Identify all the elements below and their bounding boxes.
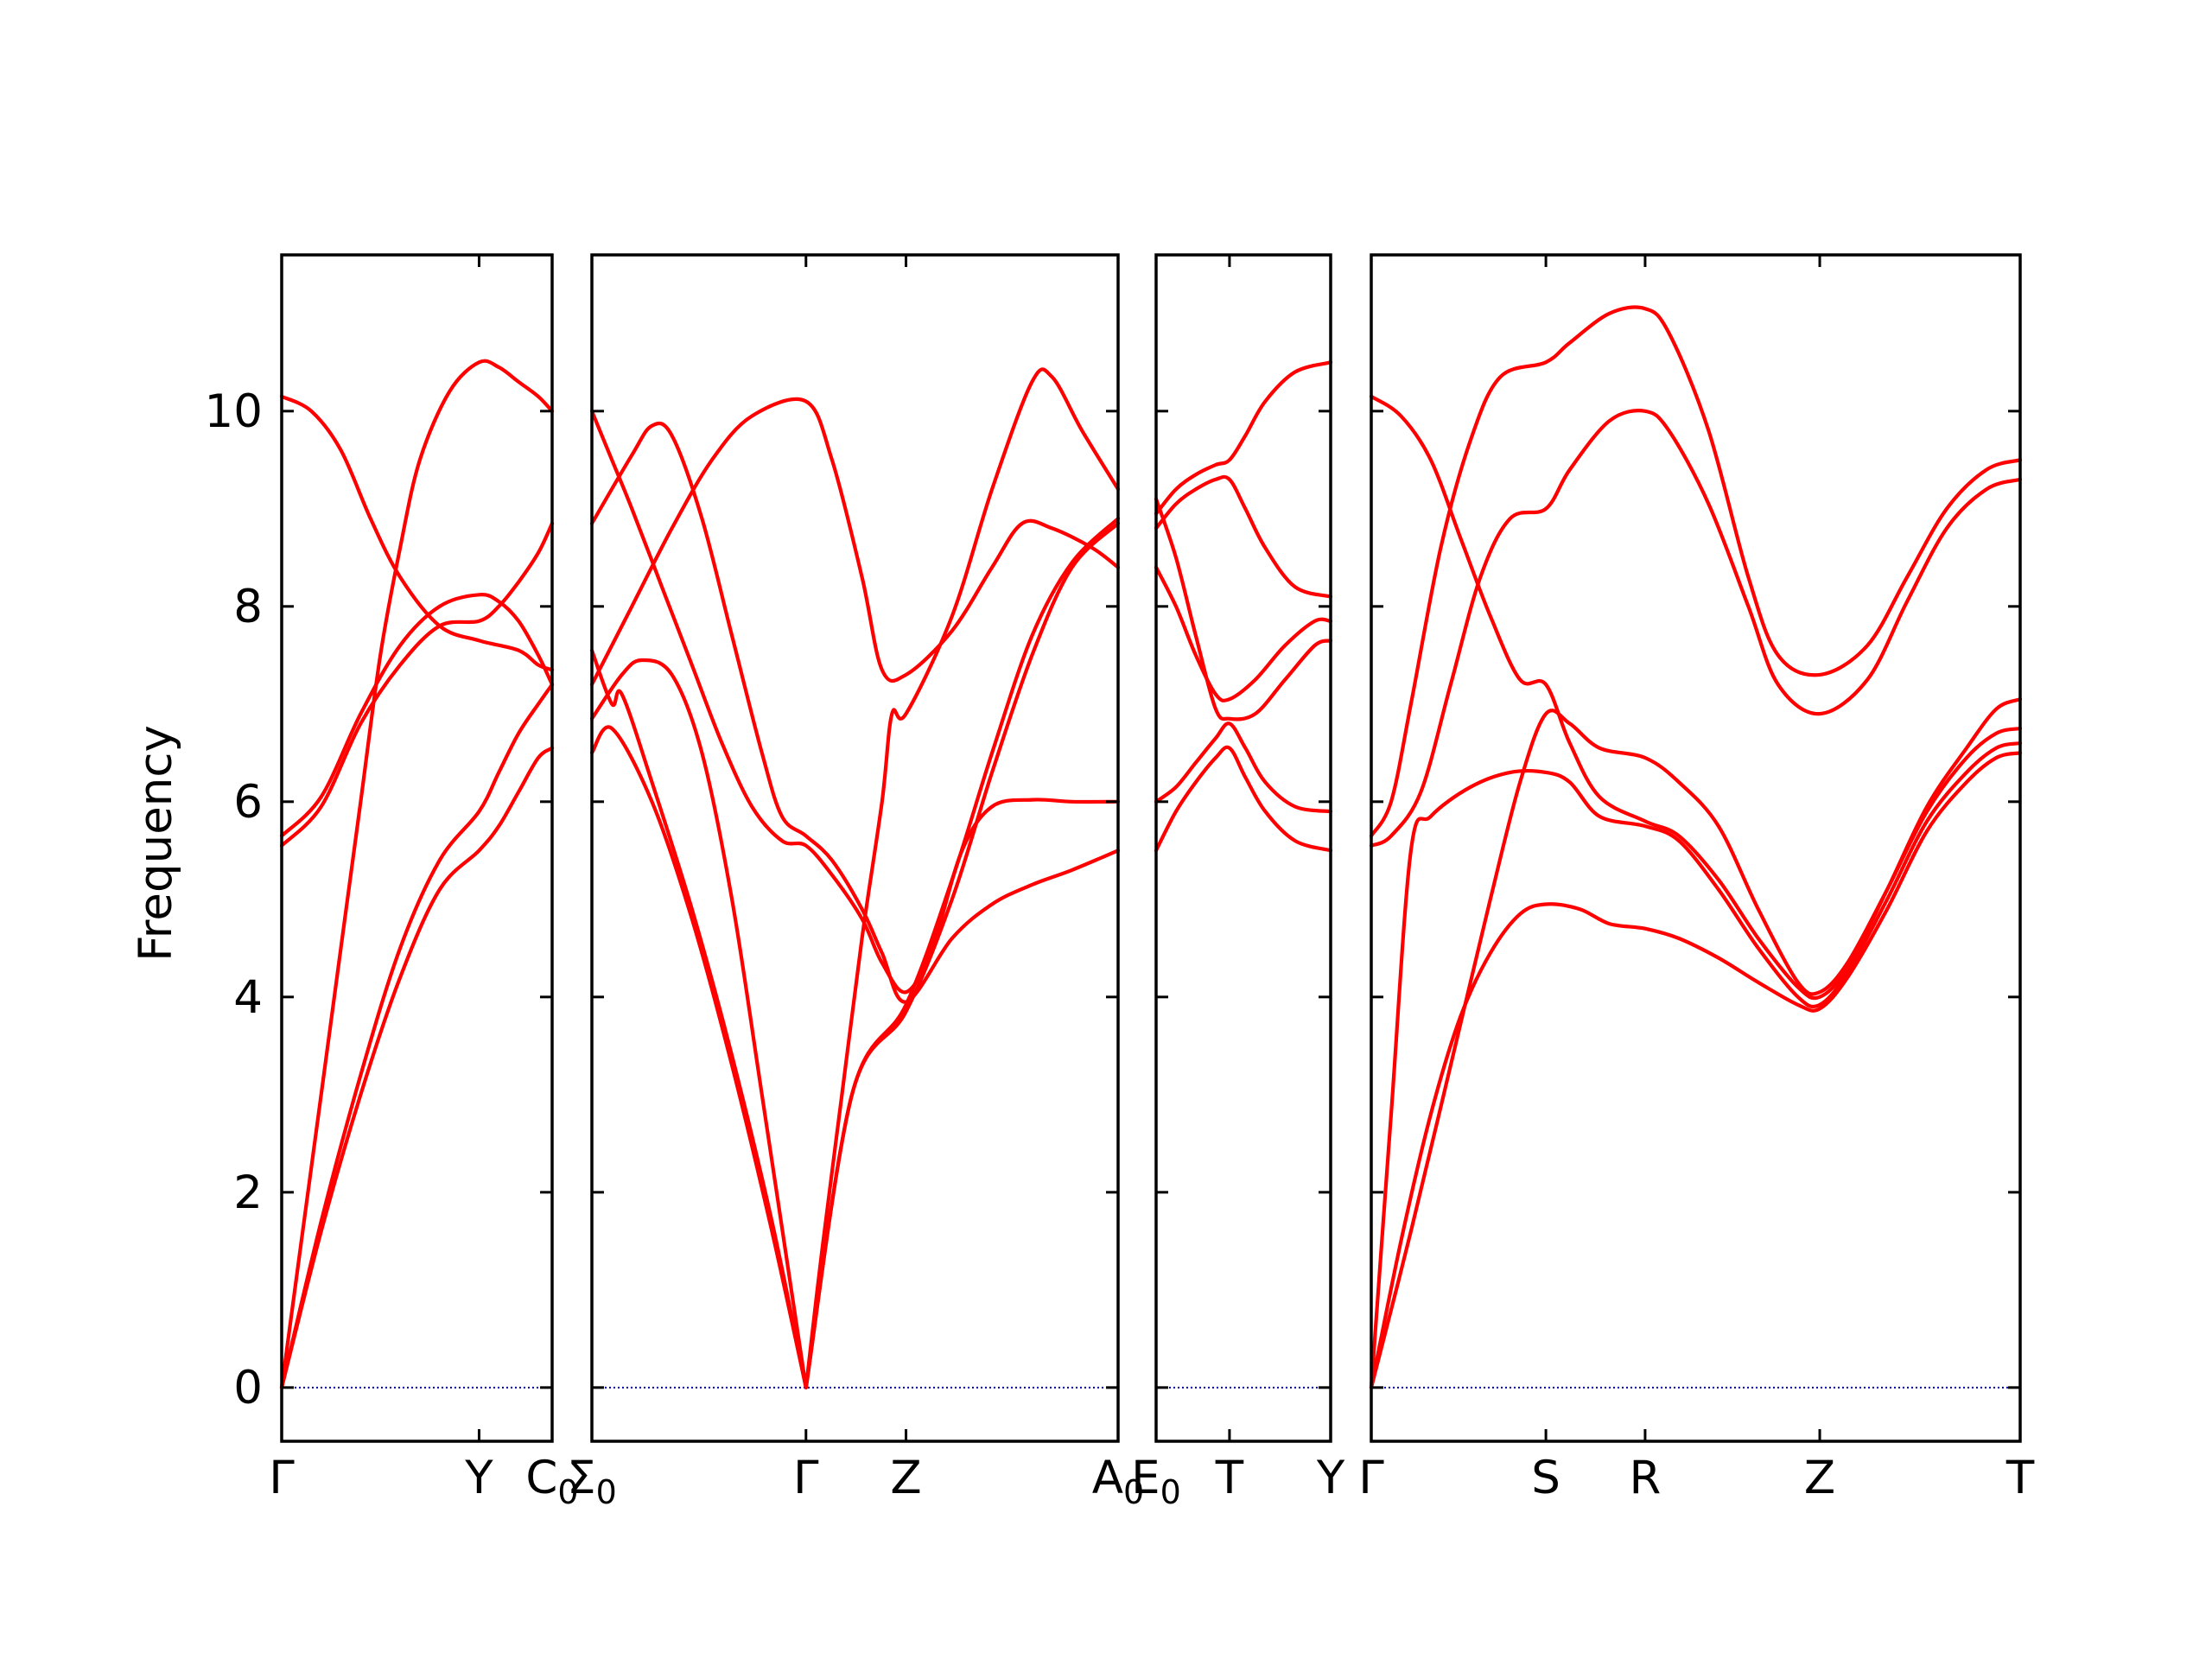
y-tick-label: 2 xyxy=(233,1166,263,1219)
band-line-3 xyxy=(1154,497,1333,721)
panel-frame xyxy=(590,253,1120,1443)
band-line-4 xyxy=(1154,565,1333,702)
x-tick-label: Z xyxy=(1804,1452,1835,1504)
band-line-3 xyxy=(279,359,555,1389)
panel-2: Σ0 Γ Z A0 xyxy=(567,253,1144,1511)
x-tick-label-subscript: 0 xyxy=(596,1473,617,1511)
band-line-9 xyxy=(804,517,1121,1389)
band-line-2 xyxy=(1369,741,2023,1389)
band-line-6 xyxy=(589,397,1121,687)
y-tick-label: 8 xyxy=(233,581,263,633)
x-tick-label: E0 xyxy=(1131,1452,1181,1511)
band-line-6 xyxy=(279,394,555,672)
band-line-4 xyxy=(589,409,1121,995)
panel-frame xyxy=(1370,253,2022,1443)
y-axis-label: Frequency xyxy=(130,725,182,962)
x-tick-label-subscript: 0 xyxy=(1123,1473,1144,1511)
band-line-4 xyxy=(1369,394,2023,1001)
x-tick-label: Γ xyxy=(269,1452,295,1504)
panel-frame xyxy=(1154,253,1332,1443)
band-line-5 xyxy=(589,421,1121,1004)
x-tick-label: Γ xyxy=(793,1452,819,1504)
x-tick-label-subscript: 0 xyxy=(557,1473,578,1511)
x-tick-label: S xyxy=(1531,1452,1560,1504)
y-tick-label: 0 xyxy=(233,1362,263,1414)
band-line-2 xyxy=(279,683,555,1389)
band-line-2 xyxy=(1154,721,1333,814)
x-tick-label: C0 xyxy=(525,1452,578,1511)
y-tick-label: 10 xyxy=(205,385,263,438)
x-tick-label: T xyxy=(1215,1452,1244,1504)
band-line-5 xyxy=(1369,409,2023,848)
x-tick-label: Y xyxy=(1316,1452,1345,1504)
x-tick-label: R xyxy=(1630,1452,1662,1504)
x-tick-label: Y xyxy=(464,1452,493,1504)
band-line-5 xyxy=(279,593,555,838)
band-line-6 xyxy=(1369,305,2023,838)
band-line-4 xyxy=(279,521,555,848)
x-tick-label: T xyxy=(2005,1452,2035,1504)
band-line-1 xyxy=(1154,745,1333,853)
x-tick-label: Γ xyxy=(1358,1452,1384,1504)
band-line-1 xyxy=(1369,751,2023,1389)
band-line-7 xyxy=(804,367,1121,1389)
band-line-2 xyxy=(589,648,808,1389)
x-tick-label-subscript: 0 xyxy=(1160,1473,1181,1511)
band-line-1 xyxy=(589,725,808,1389)
y-tick-label: 4 xyxy=(233,971,263,1024)
panel-3: E0 T Y xyxy=(1131,253,1345,1511)
band-line-3 xyxy=(589,658,808,1389)
panel-frame xyxy=(280,253,554,1443)
x-tick-label: Z xyxy=(890,1452,921,1504)
band-line-1 xyxy=(279,746,555,1389)
y-tick-label: 6 xyxy=(233,776,263,829)
band-line-6 xyxy=(1154,360,1333,516)
band-line-5 xyxy=(1154,474,1333,599)
x-tick-label: Σ0 xyxy=(567,1452,617,1511)
